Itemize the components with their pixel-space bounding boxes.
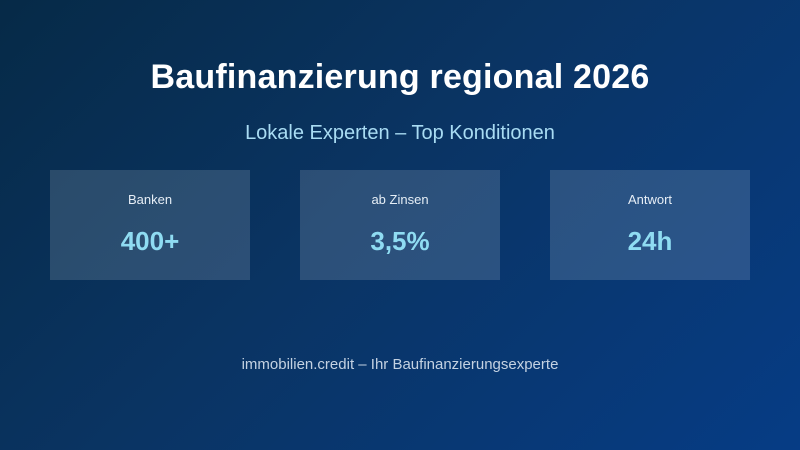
stat-value: 24h (627, 226, 673, 256)
stat-label: Antwort (627, 192, 673, 207)
stat-value: 3,5% (370, 226, 430, 256)
banner-title: Baufinanzierung regional 2026 (150, 58, 650, 96)
stat-card-interest: ab Zinsen 3,5% (300, 170, 500, 280)
stat-value: 400+ (120, 226, 180, 256)
footer-text: immobilien.credit – Ihr Baufinanzierungs… (241, 356, 559, 373)
stat-card-response: Antwort 24h (550, 170, 750, 280)
stat-card-banks: Banken 400+ (50, 170, 250, 280)
stat-label: ab Zinsen (371, 192, 429, 207)
stats-row: Banken 400+ ab Zinsen 3,5% Antwort 24h (50, 170, 750, 280)
banner-subtitle: Lokale Experten – Top Konditionen (245, 122, 555, 144)
stat-label: Banken (127, 192, 173, 207)
